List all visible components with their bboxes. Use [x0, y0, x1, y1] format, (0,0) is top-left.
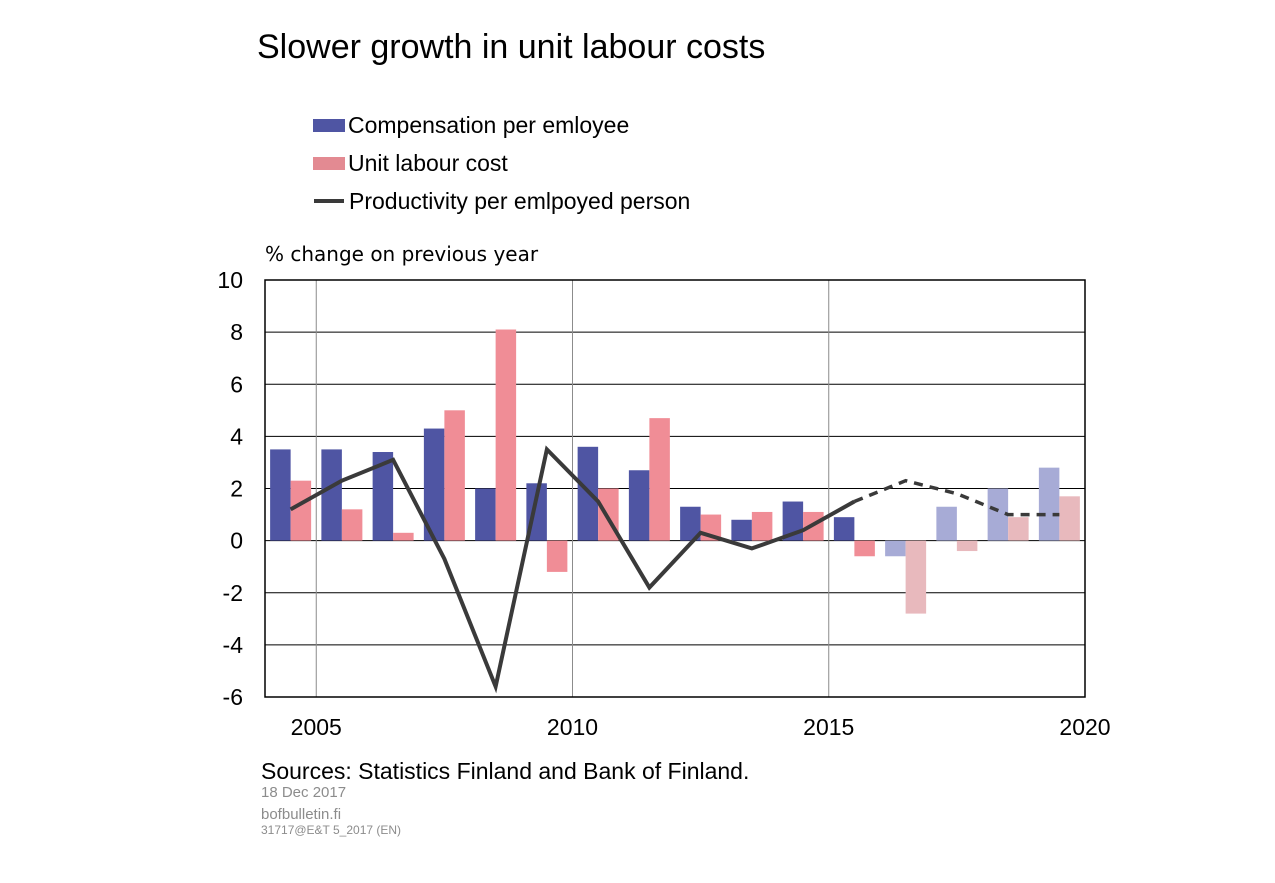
- bar-compensation: [987, 488, 1009, 541]
- x-tick-label: 2010: [547, 714, 598, 740]
- x-tick-label: 2020: [1059, 714, 1110, 740]
- x-tick-label: 2005: [291, 714, 342, 740]
- y-tick-label: 8: [230, 319, 243, 345]
- sources-note: Sources: Statistics Finland and Bank of …: [261, 758, 750, 784]
- site-url: bofbulletin.fi: [261, 806, 342, 823]
- bar-unit-labour-cost: [290, 480, 312, 541]
- bar-unit-labour-cost: [751, 511, 773, 541]
- bar-compensation: [833, 517, 855, 541]
- y-tick-label: 6: [230, 371, 243, 397]
- bar-compensation: [628, 470, 650, 541]
- legend-item-compensation: Compensation per emloyee: [313, 106, 690, 144]
- plot-frame: [264, 279, 1086, 698]
- bar-compensation: [936, 506, 957, 541]
- legend-swatch-productivity: [314, 199, 344, 203]
- bar-unit-labour-cost: [393, 532, 414, 541]
- productivity-line: [289, 445, 856, 694]
- legend-label-unit-labour-cost: Unit labour cost: [348, 149, 508, 176]
- y-tick-label: -2: [223, 580, 243, 606]
- y-tick-label: 4: [230, 423, 243, 449]
- legend-label-productivity: Productivity per emlpoyed person: [349, 187, 691, 214]
- legend-label-compensation: Compensation per emloyee: [348, 111, 630, 138]
- bar-compensation: [885, 540, 906, 557]
- y-tick-label: -6: [223, 684, 243, 710]
- productivity-forecast-line: [853, 478, 1060, 517]
- bar-unit-labour-cost: [1059, 496, 1080, 541]
- bar-unit-labour-cost: [854, 540, 875, 557]
- x-tick-label: 2015: [803, 714, 854, 740]
- bar-compensation: [372, 452, 394, 541]
- legend-swatch-unit-labour-cost: [313, 156, 345, 170]
- bar-compensation: [321, 449, 342, 541]
- legend-swatch-compensation: [313, 118, 345, 132]
- bar-compensation: [731, 519, 752, 541]
- bar-compensation: [270, 449, 291, 541]
- chart-title: Slower growth in unit labour costs: [257, 28, 766, 66]
- bar-unit-labour-cost: [1008, 517, 1029, 541]
- bar-compensation: [1038, 467, 1060, 541]
- bar-unit-labour-cost: [444, 410, 465, 541]
- bar-unit-labour-cost: [956, 540, 978, 552]
- bar-unit-labour-cost: [341, 509, 363, 541]
- bar-compensation: [475, 488, 496, 541]
- bar-compensation: [680, 506, 701, 541]
- legend-item-productivity: Productivity per emlpoyed person: [313, 182, 690, 220]
- chart-code: 31717@E&T 5_2017 (EN): [261, 823, 402, 837]
- y-tick-label: 0: [230, 528, 243, 554]
- y-tick-label: 10: [217, 267, 243, 293]
- y-tick-label: -4: [223, 632, 244, 658]
- legend-item-unit-labour-cost: Unit labour cost: [313, 144, 690, 182]
- y-tick-label: 2: [230, 476, 243, 502]
- bar-unit-labour-cost: [495, 329, 517, 541]
- bar-unit-labour-cost: [905, 540, 927, 614]
- publication-date: 18 Dec 2017: [261, 784, 347, 801]
- bar-compensation: [423, 428, 445, 541]
- bar-unit-labour-cost: [649, 418, 670, 541]
- y-axis-label: % change on previous year: [265, 242, 539, 266]
- bar-unit-labour-cost: [546, 540, 568, 572]
- legend: Compensation per emloyee Unit labour cos…: [313, 106, 690, 220]
